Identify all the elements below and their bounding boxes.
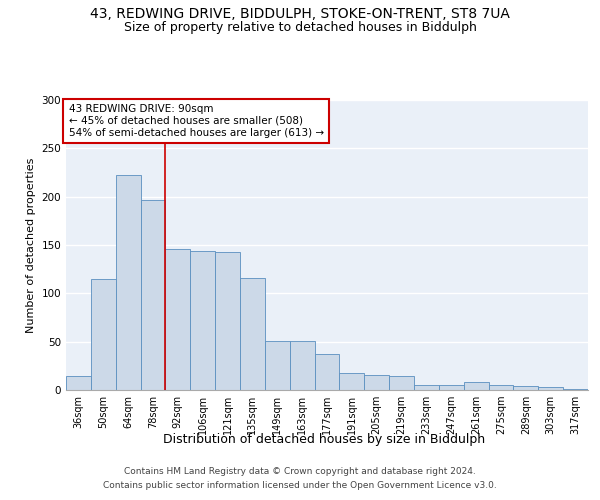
Bar [514,386,538,390]
Text: Contains HM Land Registry data © Crown copyright and database right 2024.: Contains HM Land Registry data © Crown c… [124,467,476,476]
Text: Distribution of detached houses by size in Biddulph: Distribution of detached houses by size … [163,432,485,446]
Bar [488,385,514,390]
Bar [538,387,563,390]
Bar [414,385,439,390]
Bar [66,376,91,390]
Bar [340,372,364,390]
Bar [563,389,588,390]
Bar [240,278,265,390]
Bar [439,385,464,390]
Y-axis label: Number of detached properties: Number of detached properties [26,158,36,332]
Bar [91,279,116,390]
Text: Size of property relative to detached houses in Biddulph: Size of property relative to detached ho… [124,22,476,35]
Bar [140,200,166,390]
Bar [464,382,488,390]
Bar [166,249,190,390]
Bar [314,354,340,390]
Bar [389,376,414,390]
Bar [290,340,314,390]
Bar [265,340,290,390]
Bar [364,374,389,390]
Text: 43, REDWING DRIVE, BIDDULPH, STOKE-ON-TRENT, ST8 7UA: 43, REDWING DRIVE, BIDDULPH, STOKE-ON-TR… [90,8,510,22]
Text: Contains public sector information licensed under the Open Government Licence v3: Contains public sector information licen… [103,481,497,490]
Bar [190,251,215,390]
Text: 43 REDWING DRIVE: 90sqm
← 45% of detached houses are smaller (508)
54% of semi-d: 43 REDWING DRIVE: 90sqm ← 45% of detache… [68,104,324,138]
Bar [215,252,240,390]
Bar [116,176,140,390]
